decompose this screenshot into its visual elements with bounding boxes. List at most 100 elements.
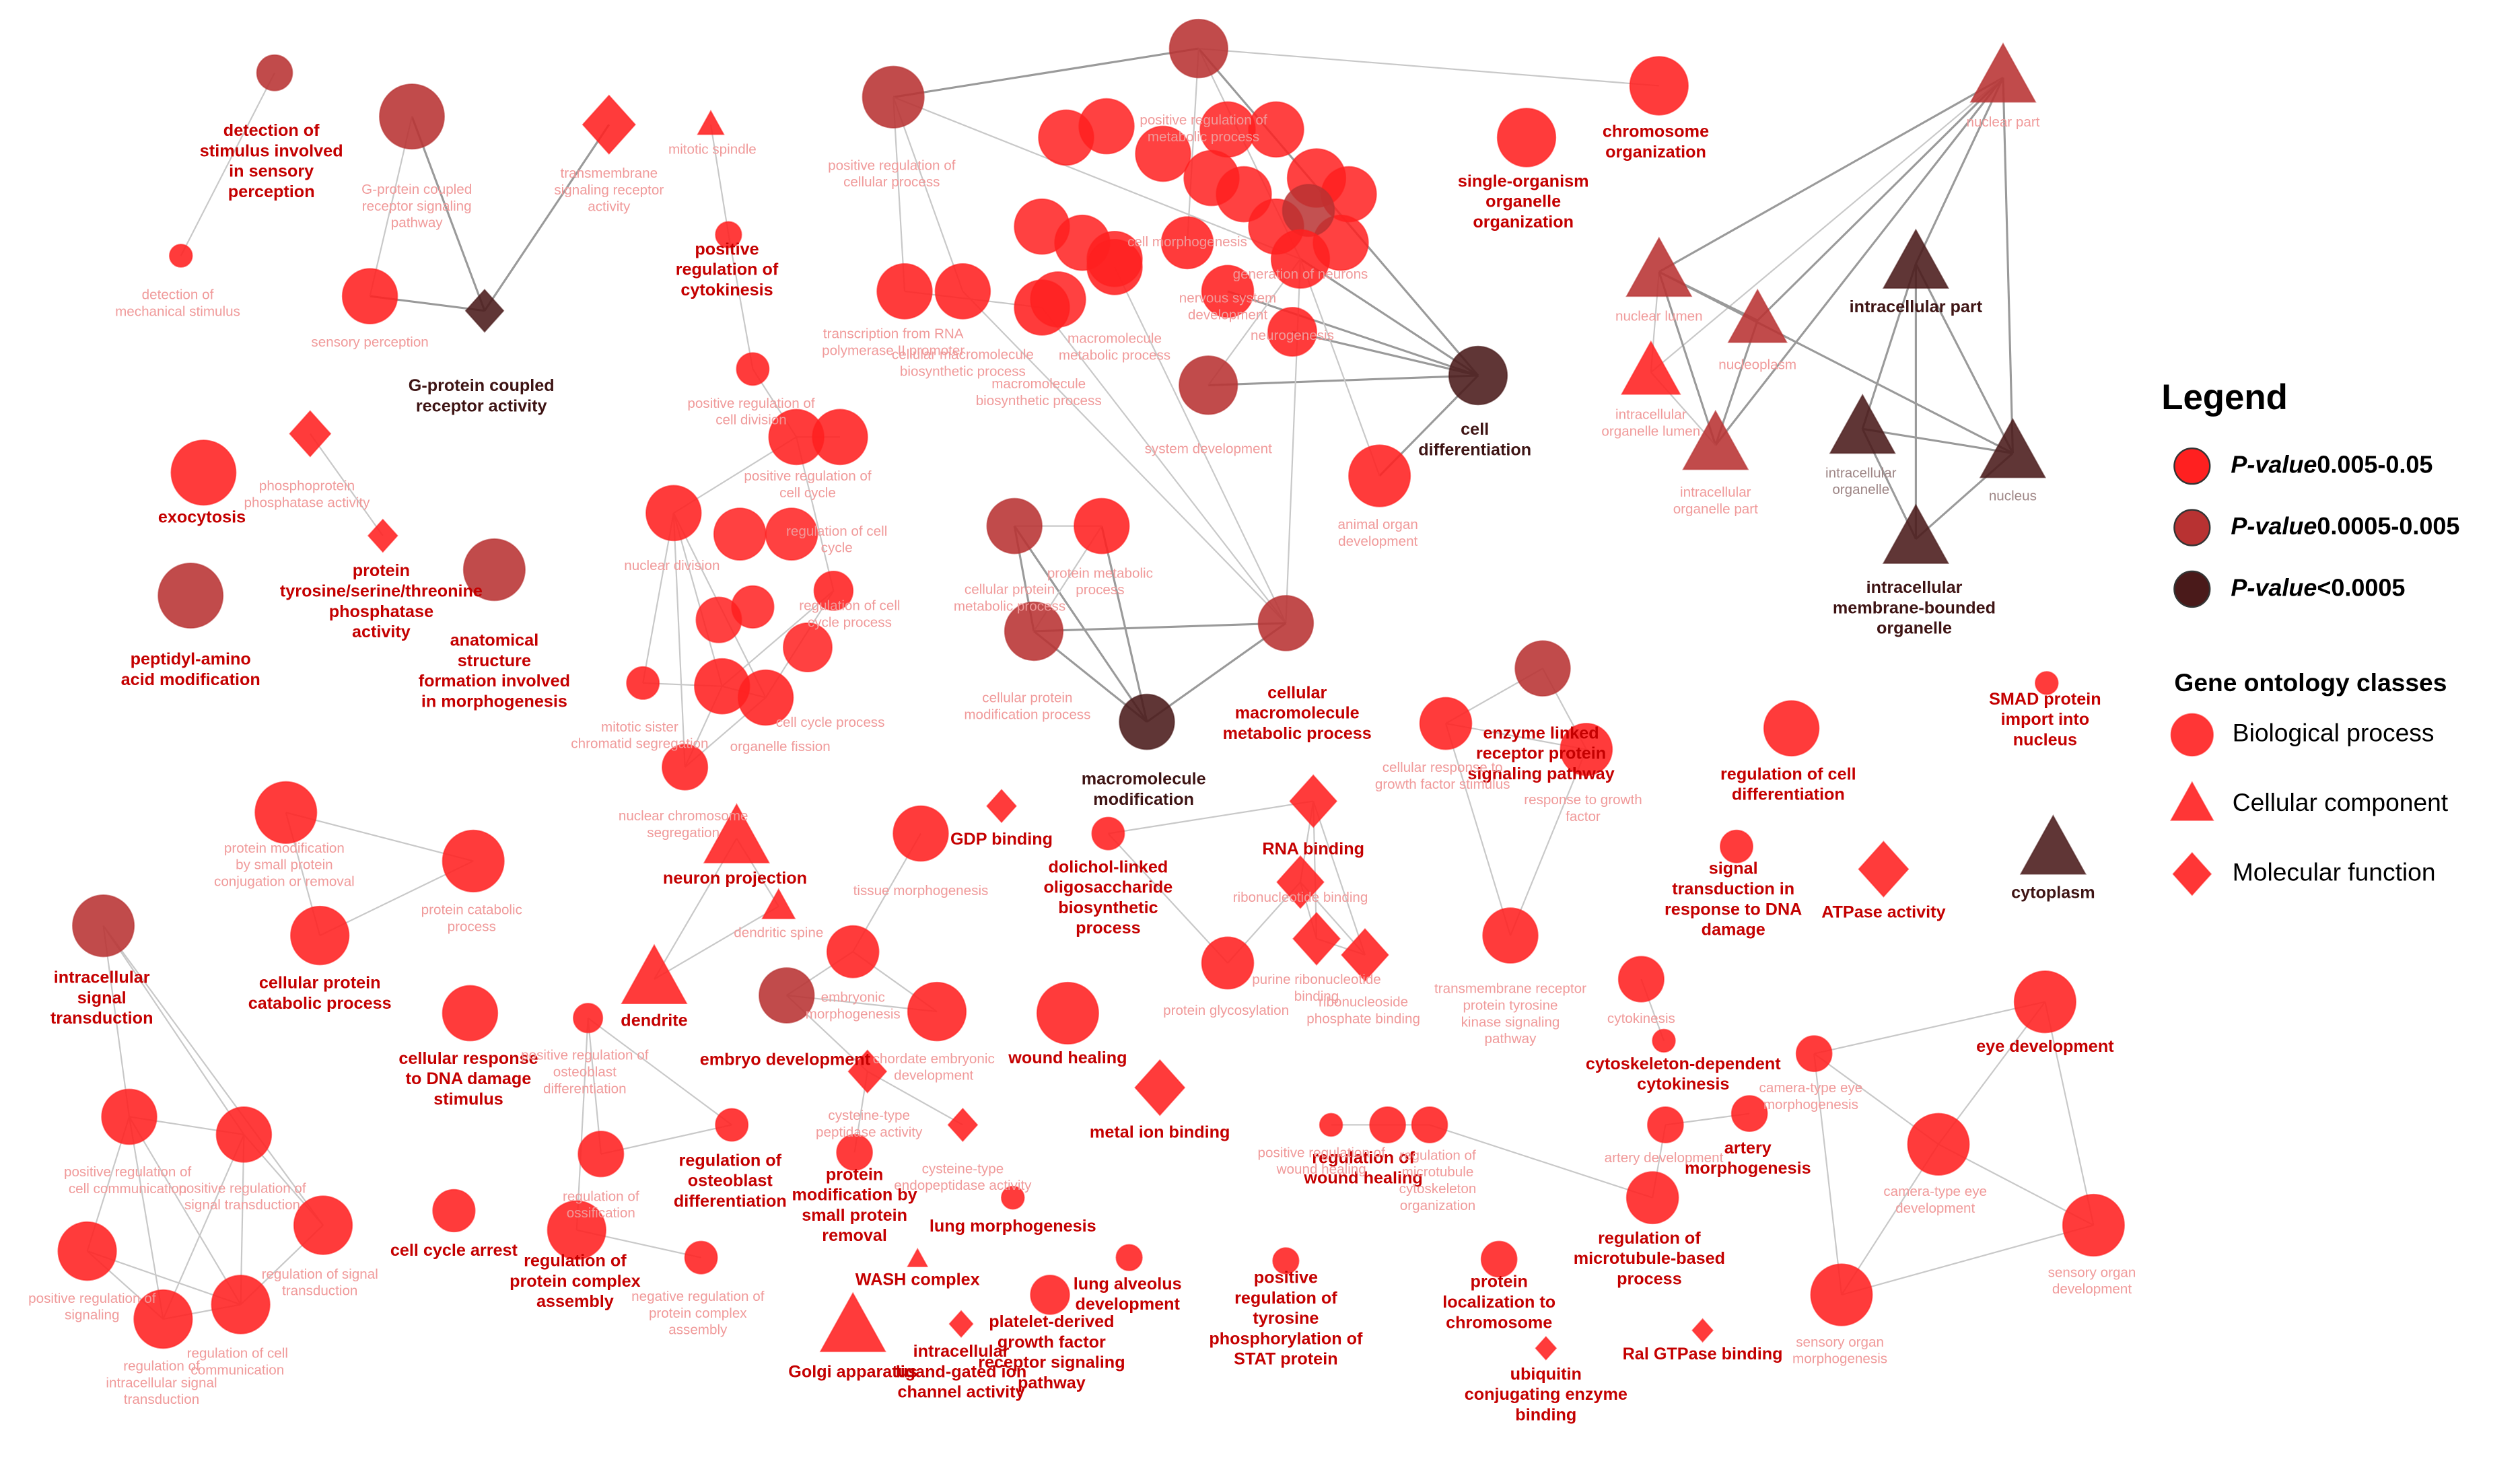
- edge: [411, 116, 486, 312]
- node: [2019, 814, 2087, 875]
- node-label: signal transduction in response to DNA dama…: [1665, 859, 1802, 939]
- node-label: cellular response to growth factor stimul…: [1375, 760, 1510, 792]
- node-label: embryo development: [700, 1050, 871, 1069]
- node-label: peptidyl-amino acid modification: [121, 649, 260, 688]
- node-label: generation of neurons: [1233, 266, 1368, 282]
- edge: [654, 905, 779, 980]
- node: [464, 289, 505, 333]
- edge: [102, 925, 324, 1226]
- node-label: regulation of cell cycle: [786, 524, 887, 556]
- node-label: regulation of protein complex assembly: [510, 1251, 641, 1311]
- node-label: positive regulation of metabolic process: [1140, 112, 1267, 145]
- node: [158, 562, 224, 629]
- node-label: nuclear chromosome segregation: [619, 809, 748, 841]
- legend-swatch: [2173, 509, 2211, 546]
- edge: [893, 96, 1301, 260]
- legend-prefix: P-value: [2231, 512, 2317, 540]
- node-label: intracellular signal transduction: [50, 968, 153, 1028]
- node: [662, 744, 709, 791]
- legend-shape: [2172, 851, 2212, 896]
- node-label: positive regulation of wound healing: [1258, 1145, 1386, 1178]
- node-label: platelet-derived growth factor receptor si…: [978, 1312, 1125, 1392]
- node-label: regulation of osteoblast differentiation: [674, 1151, 787, 1211]
- legend-item: Cellular component: [2233, 788, 2449, 816]
- node-label: purine ribonucleotide binding: [1252, 972, 1381, 1004]
- node: [1272, 1247, 1300, 1275]
- node: [1969, 42, 2037, 103]
- node: [907, 981, 967, 1042]
- node-label: cysteine-type peptidase activity: [816, 1108, 923, 1141]
- node: [836, 1133, 873, 1171]
- node-label: cellular response to DNA damage stimulus: [398, 1049, 538, 1108]
- node-label: single-organism organelle organization: [1458, 172, 1589, 232]
- edge: [1650, 77, 2004, 373]
- node: [1134, 1059, 1186, 1116]
- node-label: mitotic sister chromatid segregation: [571, 719, 708, 752]
- edge: [102, 925, 131, 1117]
- node-label: phosphoprotein phosphatase activity: [244, 478, 371, 511]
- node: [1882, 503, 1950, 564]
- node: [695, 596, 742, 643]
- node: [947, 1107, 979, 1142]
- node-label: positive regulation of tyrosine phosphoryla…: [1209, 1268, 1363, 1368]
- legend-item: Biological process: [2233, 719, 2435, 747]
- node-label: cell differentiation: [1418, 420, 1531, 459]
- node: [1720, 829, 1753, 863]
- node-label: nuclear part: [1967, 114, 2040, 130]
- nodes: [57, 18, 2125, 1361]
- node-label: GDP binding: [950, 830, 1053, 849]
- node-label: SMAD protein import into nucleus: [1989, 690, 2101, 750]
- node: [1514, 640, 1571, 697]
- node-label: cysteine-type endopeptidase activity: [894, 1162, 1032, 1194]
- node: [573, 1003, 604, 1034]
- node: [2062, 1193, 2125, 1257]
- node-label: cytoskeleton-dependent cytokinesis: [1586, 1054, 1781, 1093]
- node-label: mitotic spindle: [668, 142, 757, 157]
- edge: [1813, 1001, 2045, 1055]
- edge: [1510, 749, 1587, 936]
- node: [2013, 970, 2076, 1034]
- node: [761, 888, 796, 919]
- node-label: cell cycle arrest: [390, 1241, 518, 1260]
- edge: [642, 513, 674, 684]
- legend-item: P-value0.0005-0.005: [2231, 512, 2459, 540]
- node: [703, 803, 771, 863]
- node: [1270, 229, 1331, 289]
- node-label: ribonucleotide binding: [1233, 890, 1368, 905]
- edge: [1658, 77, 2004, 273]
- node: [1014, 279, 1070, 336]
- node: [1617, 956, 1665, 1003]
- node: [432, 1188, 476, 1233]
- edge: [587, 1017, 732, 1126]
- edge: [672, 513, 686, 768]
- node-label: regulation of microtubule cytoskeleton orga…: [1399, 1148, 1477, 1213]
- node: [256, 54, 293, 92]
- legend-swatch: [2173, 447, 2211, 485]
- node: [626, 666, 660, 700]
- node: [736, 352, 770, 386]
- node-label: intracellular organelle part: [1673, 485, 1758, 518]
- edge: [180, 72, 275, 256]
- node: [1160, 216, 1214, 270]
- node: [1810, 1263, 1873, 1326]
- node: [1535, 1336, 1558, 1361]
- node-label: negative regulation of protein complex ass…: [631, 1289, 765, 1338]
- legend-shape: [2170, 713, 2214, 757]
- node-label: camera-type eye development: [1883, 1184, 1987, 1217]
- node: [1119, 693, 1175, 750]
- edge: [1292, 330, 1479, 377]
- node-label: intracellular organelle: [1825, 466, 1897, 498]
- edge: [1300, 258, 1479, 377]
- node: [170, 439, 237, 506]
- legend-prefix: P-value: [2231, 573, 2317, 601]
- node: [1168, 18, 1228, 79]
- node: [986, 789, 1017, 824]
- node: [1882, 228, 1950, 289]
- edge: [483, 124, 610, 312]
- legend: LegendP-value0.005-0.05P-value0.0005-0.0…: [2161, 378, 2459, 896]
- edge: [1915, 263, 2014, 454]
- node-label: regulation of cell cycle process: [799, 598, 900, 631]
- edge: [1227, 290, 1479, 377]
- node: [1078, 98, 1135, 155]
- node: [645, 485, 702, 542]
